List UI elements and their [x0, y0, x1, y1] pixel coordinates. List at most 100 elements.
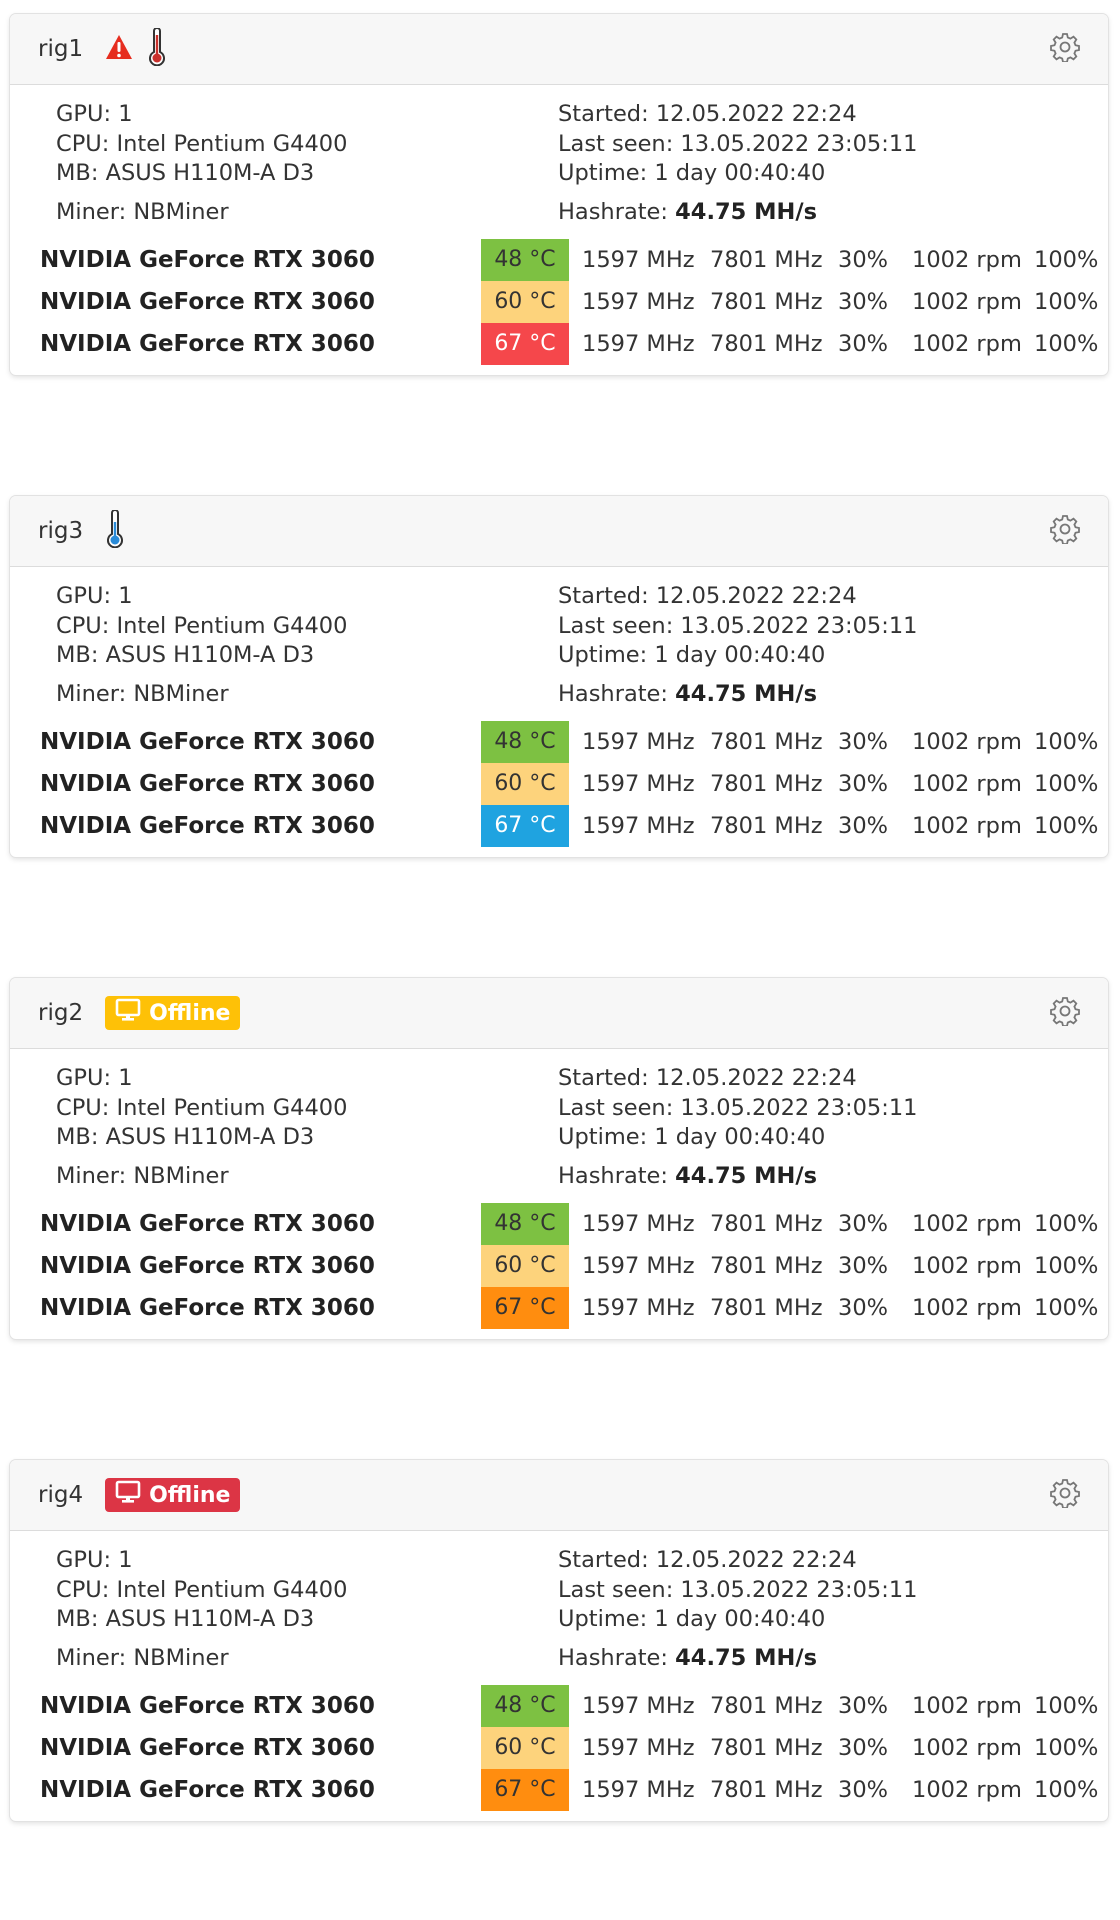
gpu-core-clock: 1597 MHz: [582, 1693, 695, 1719]
gpu-fan-percent: 30%: [838, 331, 889, 357]
rig-body: GPU: 1 CPU: Intel Pentium G4400 MB: ASUS…: [10, 85, 1108, 375]
gpu-name: NVIDIA GeForce RTX 3060: [40, 1693, 375, 1719]
gpu-fan-rpm: 1002 rpm: [912, 1295, 1022, 1321]
gpu-row: NVIDIA GeForce RTX 3060 67 °C 1597 MHz 7…: [30, 1287, 1100, 1329]
miner-info: Miner: NBMiner: [56, 1645, 229, 1671]
gpu-fan-rpm: 1002 rpm: [912, 289, 1022, 315]
gpu-fan-percent: 30%: [838, 1211, 889, 1237]
gpu-temp: 48 °C: [481, 721, 569, 763]
gpu-name: NVIDIA GeForce RTX 3060: [40, 247, 375, 273]
miner-info: Miner: NBMiner: [56, 199, 229, 225]
gpu-mem-clock: 7801 MHz: [710, 813, 823, 839]
gpu-count: GPU: 1: [56, 1065, 133, 1091]
badge-label: Offline: [149, 1000, 231, 1026]
gpu-count: GPU: 1: [56, 101, 133, 127]
gpu-load: 100%: [1034, 1211, 1099, 1237]
gpu-load: 100%: [1034, 289, 1099, 315]
gpu-mem-clock: 7801 MHz: [710, 771, 823, 797]
hashrate-value: 44.75 MH/s: [675, 681, 817, 707]
gpu-mem-clock: 7801 MHz: [710, 1693, 823, 1719]
gpu-core-clock: 1597 MHz: [582, 1735, 695, 1761]
last-seen-info: Last seen: 13.05.2022 23:05:11: [558, 131, 918, 157]
gpu-fan-rpm: 1002 rpm: [912, 813, 1022, 839]
gpu-core-clock: 1597 MHz: [582, 1777, 695, 1803]
gpu-name: NVIDIA GeForce RTX 3060: [40, 813, 375, 839]
gpu-mem-clock: 7801 MHz: [710, 729, 823, 755]
gpu-core-clock: 1597 MHz: [582, 729, 695, 755]
gpu-temp: 48 °C: [481, 1203, 569, 1245]
gpu-load: 100%: [1034, 771, 1099, 797]
gpu-load: 100%: [1034, 729, 1099, 755]
gpu-core-clock: 1597 MHz: [582, 813, 695, 839]
started-info: Started: 12.05.2022 22:24: [558, 583, 857, 609]
last-seen-info: Last seen: 13.05.2022 23:05:11: [558, 1095, 918, 1121]
hashrate-value: 44.75 MH/s: [675, 1645, 817, 1671]
gpu-count: GPU: 1: [56, 583, 133, 609]
gpu-fan-percent: 30%: [838, 1735, 889, 1761]
gpu-name: NVIDIA GeForce RTX 3060: [40, 1295, 375, 1321]
rig-card: rig2 Offline GPU: 1 CPU: Intel Pentium G…: [10, 978, 1108, 1339]
miner-info: Miner: NBMiner: [56, 681, 229, 707]
cpu-info: CPU: Intel Pentium G4400: [56, 613, 348, 639]
gpu-core-clock: 1597 MHz: [582, 289, 695, 315]
settings-gear-icon[interactable]: [1050, 514, 1080, 548]
rig-header: rig3: [10, 496, 1108, 567]
uptime-info: Uptime: 1 day 00:40:40: [558, 1606, 826, 1632]
gpu-fan-percent: 30%: [838, 1295, 889, 1321]
rig-name: rig4: [38, 1482, 84, 1508]
gpu-fan-rpm: 1002 rpm: [912, 1253, 1022, 1279]
gpu-core-clock: 1597 MHz: [582, 1211, 695, 1237]
gpu-fan-rpm: 1002 rpm: [912, 247, 1022, 273]
gpu-fan-percent: 30%: [838, 771, 889, 797]
gpu-row: NVIDIA GeForce RTX 3060 48 °C 1597 MHz 7…: [30, 1685, 1100, 1727]
hashrate-label: Hashrate:: [558, 1163, 668, 1189]
gpu-mem-clock: 7801 MHz: [710, 1777, 823, 1803]
offline-badge: Offline: [105, 996, 241, 1030]
warning-icon: [105, 34, 133, 64]
gpu-temp: 60 °C: [481, 1245, 569, 1287]
gpu-fan-rpm: 1002 rpm: [912, 1211, 1022, 1237]
gpu-core-clock: 1597 MHz: [582, 1295, 695, 1321]
gpu-load: 100%: [1034, 1735, 1099, 1761]
hashrate-info: Hashrate: 44.75 MH/s: [558, 199, 817, 225]
gpu-temp: 67 °C: [481, 805, 569, 847]
gpu-load: 100%: [1034, 1295, 1099, 1321]
gpu-name: NVIDIA GeForce RTX 3060: [40, 289, 375, 315]
gpu-core-clock: 1597 MHz: [582, 247, 695, 273]
motherboard-info: MB: ASUS H110M-A D3: [56, 642, 315, 668]
last-seen-info: Last seen: 13.05.2022 23:05:11: [558, 613, 918, 639]
started-info: Started: 12.05.2022 22:24: [558, 101, 857, 127]
gpu-fan-rpm: 1002 rpm: [912, 1777, 1022, 1803]
gpu-mem-clock: 7801 MHz: [710, 289, 823, 315]
miner-info: Miner: NBMiner: [56, 1163, 229, 1189]
settings-gear-icon[interactable]: [1050, 1478, 1080, 1512]
gpu-fan-rpm: 1002 rpm: [912, 1735, 1022, 1761]
hashrate-info: Hashrate: 44.75 MH/s: [558, 1645, 817, 1671]
monitor-icon: [115, 998, 141, 1028]
gpu-temp: 60 °C: [481, 281, 569, 323]
gpu-load: 100%: [1034, 1253, 1099, 1279]
hashrate-info: Hashrate: 44.75 MH/s: [558, 681, 817, 707]
gpu-name: NVIDIA GeForce RTX 3060: [40, 1211, 375, 1237]
rig-name: rig1: [38, 36, 84, 62]
gpu-count: GPU: 1: [56, 1547, 133, 1573]
gpu-temp: 67 °C: [481, 1769, 569, 1811]
rig-name: rig3: [38, 518, 84, 544]
rig-header: rig4 Offline: [10, 1460, 1108, 1531]
settings-gear-icon[interactable]: [1050, 32, 1080, 66]
last-seen-info: Last seen: 13.05.2022 23:05:11: [558, 1577, 918, 1603]
gpu-mem-clock: 7801 MHz: [710, 1253, 823, 1279]
gpu-row: NVIDIA GeForce RTX 3060 60 °C 1597 MHz 7…: [30, 1245, 1100, 1287]
gpu-name: NVIDIA GeForce RTX 3060: [40, 729, 375, 755]
hashrate-info: Hashrate: 44.75 MH/s: [558, 1163, 817, 1189]
gpu-fan-rpm: 1002 rpm: [912, 771, 1022, 797]
rig-body: GPU: 1 CPU: Intel Pentium G4400 MB: ASUS…: [10, 1531, 1108, 1821]
gpu-fan-rpm: 1002 rpm: [912, 1693, 1022, 1719]
gpu-load: 100%: [1034, 247, 1099, 273]
motherboard-info: MB: ASUS H110M-A D3: [56, 1606, 315, 1632]
started-info: Started: 12.05.2022 22:24: [558, 1065, 857, 1091]
gpu-temp: 67 °C: [481, 1287, 569, 1329]
gpu-row: NVIDIA GeForce RTX 3060 60 °C 1597 MHz 7…: [30, 763, 1100, 805]
gpu-row: NVIDIA GeForce RTX 3060 67 °C 1597 MHz 7…: [30, 1769, 1100, 1811]
settings-gear-icon[interactable]: [1050, 996, 1080, 1030]
